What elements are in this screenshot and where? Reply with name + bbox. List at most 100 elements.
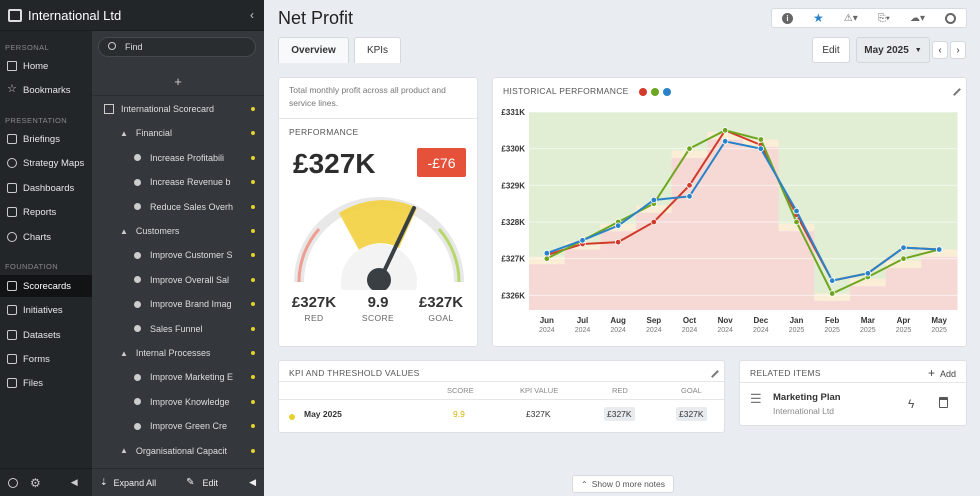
show-more-notes-button[interactable]: ⌃ Show 0 more notes	[572, 475, 674, 493]
page-title: Net Profit	[278, 8, 354, 28]
red-value: £327K	[291, 294, 337, 311]
history-chart: £326K £327K £328K £329K £330K £331K Jun 2024 Jul…	[501, 108, 958, 334]
nav-item-dashboards[interactable]: Dashboards	[0, 177, 92, 199]
status-dot	[251, 204, 255, 209]
circle-icon	[134, 398, 141, 406]
trash-icon[interactable]	[939, 397, 948, 408]
circle-icon	[134, 203, 141, 211]
form-icon	[7, 354, 17, 364]
series-green-point	[543, 255, 551, 262]
add-item-button[interactable]: +	[92, 67, 264, 96]
info-icon[interactable]: i	[782, 12, 793, 24]
collapse-sidebar-icon[interactable]: ‹	[250, 8, 254, 22]
tree-row[interactable]: ▲ Customers	[92, 219, 264, 243]
x-tick-month: Nov	[718, 316, 734, 325]
next-period-button[interactable]: ›	[950, 41, 966, 59]
tree-row[interactable]: Improve Marketing E	[92, 365, 264, 389]
x-tick-month: Aug	[610, 316, 626, 325]
nav-item-files[interactable]: Files	[0, 372, 92, 394]
tree-row[interactable]: ▲ Financial	[92, 121, 264, 145]
y-tick-label: £330K	[501, 145, 525, 154]
nav-item-reports[interactable]: Reports	[0, 201, 92, 223]
tree-row-label: Organisational Capacit	[135, 445, 227, 456]
series-blue-point	[793, 207, 800, 215]
x-tick-year: 2024	[717, 327, 733, 334]
tree-row[interactable]: Improve Green Cre	[92, 414, 264, 438]
tree-row[interactable]: ▲ Internal Processes	[92, 341, 264, 365]
circle-icon	[134, 154, 141, 162]
tree-row[interactable]: ▲ Organisational Capacit	[92, 439, 264, 463]
prev-period-button[interactable]: ‹	[932, 41, 948, 59]
tree-row[interactable]: Improve Overall Sal	[92, 268, 264, 292]
status-dot	[251, 302, 255, 307]
nav-item-bookmarks[interactable]: ☆ Bookmarks	[0, 79, 92, 101]
tree-row[interactable]: Improve Knowledge	[92, 390, 264, 414]
nav-item-scorecards[interactable]: Scorecards	[0, 275, 92, 297]
collapse-tree-icon[interactable]: ◀	[249, 477, 256, 487]
tab-kpis[interactable]: KPIs	[354, 37, 401, 63]
period-select[interactable]: May 2025 ▼	[856, 37, 930, 63]
bookmark-star-icon[interactable]: ★	[813, 11, 824, 25]
tab-overview[interactable]: Overview	[278, 37, 349, 63]
x-tick-month: Sep	[646, 316, 661, 325]
series-green-point	[828, 290, 836, 297]
nav-item-label: Forms	[23, 353, 50, 365]
series-blue-point	[828, 277, 836, 284]
status-dot	[251, 277, 255, 282]
tree-row[interactable]: Increase Revenue b	[92, 170, 264, 194]
series-green-point	[793, 218, 800, 226]
red-zone	[564, 249, 601, 310]
nav-item-strategy-maps[interactable]: Strategy Maps	[0, 152, 92, 174]
green-zone	[671, 112, 708, 151]
tree-row[interactable]: International Scorecard	[92, 97, 264, 121]
score-gauge	[294, 197, 464, 290]
unlink-icon[interactable]: ϟ	[908, 397, 915, 411]
alert-icon[interactable]: ⚠▾	[843, 12, 858, 24]
cloud-icon[interactable]: ☁▾	[909, 12, 925, 24]
nav-item-briefings[interactable]: Briefings	[0, 128, 92, 150]
nav-item-charts[interactable]: Charts	[0, 226, 92, 248]
tree-row[interactable]: Increase Profitabili	[92, 146, 264, 170]
tree-row[interactable]: Improve Customer S	[92, 243, 264, 267]
nav-section-personal: PERSONAL	[5, 43, 50, 52]
goal-value: £327K	[418, 294, 464, 311]
history-icon[interactable]	[944, 12, 956, 24]
x-tick-month: Apr	[897, 316, 911, 325]
list-icon: ☰	[750, 391, 762, 406]
gear-icon[interactable]: ⚙	[30, 475, 41, 490]
nav-item-label: Strategy Maps	[23, 157, 85, 169]
green-zone	[743, 112, 780, 140]
search-icon[interactable]	[8, 477, 18, 488]
amber-zone	[707, 132, 744, 140]
edit-table-pencil-icon[interactable]	[706, 365, 719, 378]
amber-zone	[778, 223, 815, 232]
nav-item-initiatives[interactable]: Initiatives	[0, 299, 92, 321]
tree-row[interactable]: Improve Brand Imag	[92, 292, 264, 316]
dataset-icon	[7, 330, 17, 340]
x-tick-year: 2024	[539, 327, 555, 334]
divider	[279, 399, 724, 400]
circle-icon	[134, 325, 141, 333]
nav-item-forms[interactable]: Forms	[0, 348, 92, 370]
nav-item-datasets[interactable]: Datasets	[0, 324, 92, 346]
add-related-button[interactable]: + Add	[928, 366, 956, 380]
export-icon[interactable]: ⎘▾	[877, 12, 890, 24]
org-header[interactable]: International Ltd ‹	[0, 0, 264, 31]
tree-row[interactable]: Reduce Sales Overh	[92, 195, 264, 219]
expand-all-button[interactable]: ⇣ Expand All	[100, 477, 156, 488]
series-red-point	[686, 182, 693, 189]
nav-item-home[interactable]: Home	[0, 55, 92, 77]
nav-item-label: Datasets	[23, 329, 61, 341]
x-tick-year: 2024	[610, 327, 626, 334]
green-zone	[814, 112, 851, 294]
collapse-nav-icon[interactable]: ◀	[70, 477, 78, 487]
green-zone	[600, 112, 637, 224]
y-tick-label: £326K	[501, 291, 525, 300]
edit-tree-button[interactable]: ✎ Edit	[186, 477, 218, 488]
tree-row[interactable]: Sales Funnel	[92, 317, 264, 341]
x-tick-month: Jan	[790, 316, 804, 325]
related-item-sub: International Ltd	[773, 406, 834, 416]
search-input[interactable]: Find	[98, 37, 256, 57]
related-item-title[interactable]: Marketing Plan	[773, 392, 841, 403]
edit-page-button[interactable]: Edit	[812, 37, 850, 63]
